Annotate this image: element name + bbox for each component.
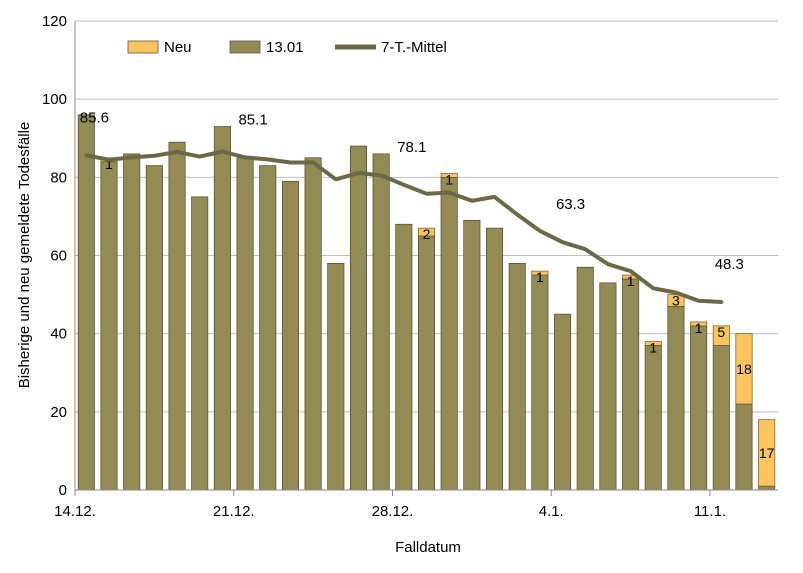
bar-bisherige	[622, 278, 640, 491]
new-value-label: 17	[759, 445, 775, 461]
average-value-label: 85.1	[238, 111, 267, 128]
bar-neu	[440, 173, 458, 178]
bar-bisherige	[236, 157, 254, 491]
legend: Neu 13.01 7-T.-Mittel	[108, 32, 493, 60]
bar-neu	[690, 321, 708, 327]
x-tick-label: 14.12.	[54, 503, 96, 520]
bar-bisherige	[77, 114, 95, 491]
bar-bisherige	[145, 165, 163, 491]
legend-label-neu: Neu	[164, 39, 192, 56]
x-tick-label: 21.12.	[213, 503, 255, 520]
new-value-label: 3	[672, 293, 680, 309]
axes: 0 20 40 60 80 100 120 14.12. 21.12. 28.12. 4.1. 11.…	[42, 13, 778, 520]
bar-neu	[531, 270, 549, 276]
bar-bisherige	[440, 176, 458, 491]
bar-bisherige	[259, 165, 277, 491]
new-value-label: 1	[627, 273, 635, 289]
average-line	[84, 149, 724, 304]
x-tick-label: 11.1.	[694, 503, 726, 520]
bar-bisherige	[395, 223, 413, 491]
legend-swatch-neu	[127, 40, 159, 54]
bar-bisherige	[123, 153, 141, 491]
new-value-label: 1	[536, 269, 544, 285]
legend-swatch-bisherige	[229, 40, 261, 54]
bar-bisherige	[349, 145, 367, 491]
bar-bisherige	[463, 219, 481, 491]
y-tick-label: 20	[50, 404, 67, 421]
bar-bisherige	[690, 325, 708, 491]
bar-bisherige	[281, 180, 299, 491]
new-value-label: 18	[736, 361, 752, 377]
bar-bisherige	[576, 266, 594, 491]
bar-bisherige	[758, 485, 776, 491]
y-tick-label: 120	[42, 13, 67, 30]
average-value-label: 78.1	[397, 139, 426, 156]
average-value-label: 48.3	[715, 256, 744, 273]
bar-bisherige	[667, 305, 685, 491]
bar-bisherige	[168, 141, 186, 491]
y-tick-label: 80	[50, 169, 67, 186]
bar-neu	[712, 325, 730, 346]
bar-bisherige	[213, 126, 231, 491]
bar-bisherige	[191, 196, 209, 491]
bar-bisherige	[531, 274, 549, 491]
average-value-label: 63.3	[556, 196, 585, 213]
bar-bisherige	[100, 161, 118, 491]
y-tick-label: 100	[42, 91, 67, 108]
bar-bisherige	[508, 262, 526, 491]
bar-bisherige	[417, 235, 436, 491]
bar-bisherige	[486, 227, 504, 491]
bar-neu	[417, 227, 436, 237]
bar-bisherige	[304, 157, 322, 491]
bar-bisherige	[712, 345, 730, 491]
bar-neu	[644, 341, 662, 346]
x-tick-label: 4.1.	[539, 503, 564, 520]
bar-bisherige	[644, 345, 662, 491]
y-tick-label: 0	[59, 482, 67, 499]
legend-label-bisherige: 13.01	[266, 39, 304, 56]
legend-background	[108, 32, 493, 60]
bar-bisherige	[735, 403, 753, 491]
new-value-label: 1	[695, 320, 703, 336]
legend-label-mittel: 7-T.-Mittel	[381, 39, 447, 56]
new-value-label: 1	[445, 171, 453, 187]
x-tick-label: 28.12.	[372, 503, 414, 520]
bar-neu	[735, 333, 753, 405]
y-tick-label: 60	[50, 248, 67, 265]
new-value-label: 2	[423, 226, 431, 242]
bar-neu	[758, 419, 776, 487]
bars	[77, 114, 776, 491]
bar-bisherige	[372, 153, 390, 491]
new-value-label: 5	[717, 324, 725, 340]
y-axis-title: Bisherige und neu gemeldete Todesfälle	[16, 122, 33, 389]
bar-bisherige	[554, 313, 572, 491]
new-value-label: 1	[105, 156, 113, 172]
x-axis-title: Falldatum	[395, 539, 461, 556]
average-value-label: 85.6	[80, 109, 109, 126]
seven-day-average	[84, 149, 724, 304]
average-labels: 85.6 85.1 78.1 63.3 48.3	[80, 109, 744, 273]
bar-bisherige	[599, 282, 617, 491]
y-tick-label: 40	[50, 326, 67, 343]
new-value-label: 1	[649, 339, 657, 355]
bar-bisherige	[327, 262, 345, 491]
